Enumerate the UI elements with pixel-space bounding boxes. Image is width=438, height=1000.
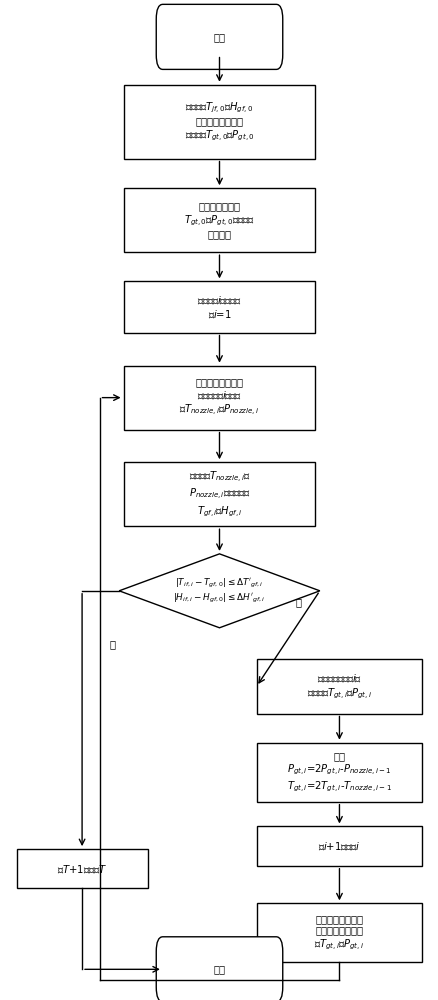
FancyBboxPatch shape xyxy=(17,849,147,888)
Text: 结束: 结束 xyxy=(213,964,225,974)
Text: $|T_{if,i}-T_{gf,0}|\leq \Delta T'_{gf,i}$
$|H_{if,i}-H_{gf,0}|\leq \Delta H'_{g: $|T_{if,i}-T_{gf,0}|\leq \Delta T'_{gf,i… xyxy=(173,577,265,605)
Text: 喷嘴前端温度和压
力传感器第$i$时刻测
得$T_{nozzle,i}$和$P_{nozzle,i}$: 喷嘴前端温度和压 力传感器第$i$时刻测 得$T_{nozzle,i}$和$P_… xyxy=(179,377,259,418)
Text: 否: 否 xyxy=(294,598,300,608)
Text: 增压泵和热交换器
调节高压容器内部
至$T_{gt,i}$和$P_{gt,i}$: 增压泵和热交换器 调节高压容器内部 至$T_{gt,i}$和$P_{gt,i}$ xyxy=(314,914,364,952)
FancyBboxPatch shape xyxy=(123,188,315,252)
FancyBboxPatch shape xyxy=(256,659,421,714)
Text: 将$T$+1赋值给$T$: 将$T$+1赋值给$T$ xyxy=(57,863,107,875)
FancyBboxPatch shape xyxy=(123,281,315,333)
FancyBboxPatch shape xyxy=(156,4,282,69)
FancyBboxPatch shape xyxy=(123,85,315,159)
FancyBboxPatch shape xyxy=(123,462,315,526)
Text: 定义变量$i$，并初始
化$i$=1: 定义变量$i$，并初始 化$i$=1 xyxy=(197,294,241,320)
FancyBboxPatch shape xyxy=(156,937,282,1000)
Text: 高压容器内部第$i$时
刻测得的$T_{gt,i}$和$P_{gt,i}$: 高压容器内部第$i$时 刻测得的$T_{gt,i}$和$P_{gt,i}$ xyxy=(306,672,371,701)
FancyBboxPatch shape xyxy=(256,826,421,866)
Text: 控制器将$T_{nozzle,i}$和
$P_{nozzle,i}$代入模型得
$T_{gf,i}$和$H_{gf,i}$: 控制器将$T_{nozzle,i}$和 $P_{nozzle,i}$代入模型得 … xyxy=(188,470,250,519)
Text: 根据初始$T_{jf,0}$、$H_{gf,0}$
代入模型获取高压
容器初始$T_{gt,0}$、$P_{gt,0}$: 根据初始$T_{jf,0}$、$H_{gf,0}$ 代入模型获取高压 容器初始$… xyxy=(184,100,254,143)
FancyBboxPatch shape xyxy=(256,743,421,802)
Polygon shape xyxy=(119,554,319,628)
Text: 是: 是 xyxy=(110,639,115,649)
Text: 开始: 开始 xyxy=(213,32,225,42)
Text: 将$i$+1赋值给$i$: 将$i$+1赋值给$i$ xyxy=(318,840,360,852)
Text: 高压容器内达到
$T_{gt,0}$、$P_{gt,0}$后高压电
磁阀开启: 高压容器内达到 $T_{gt,0}$、$P_{gt,0}$后高压电 磁阀开启 xyxy=(184,201,254,239)
FancyBboxPatch shape xyxy=(123,366,315,430)
Text: 赋值
$P_{gt,i}$=2$P_{gt,i}$-$P_{nozzle,i-1}$
$T_{gt,i}$=2$T_{gt,i}$-$T_{nozzle,i-1: 赋值 $P_{gt,i}$=2$P_{gt,i}$-$P_{nozzle,i-1… xyxy=(286,751,391,794)
FancyBboxPatch shape xyxy=(256,903,421,962)
